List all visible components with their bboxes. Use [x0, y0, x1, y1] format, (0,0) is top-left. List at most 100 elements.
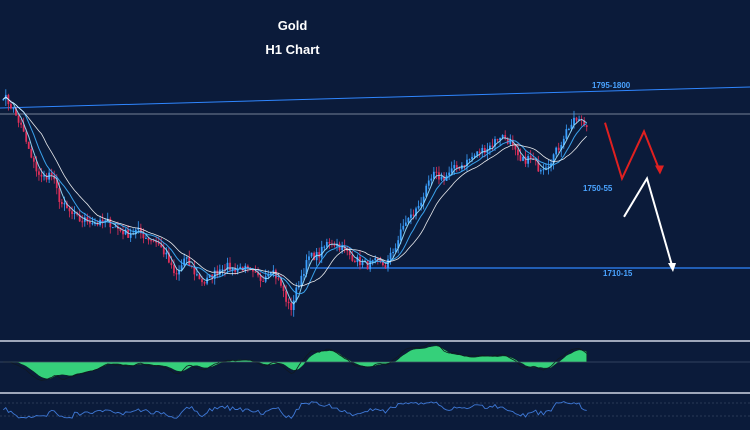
candle-body	[274, 270, 277, 279]
candle-body	[50, 172, 53, 176]
candle-body	[567, 128, 570, 130]
candle-body	[427, 180, 430, 186]
candle-body	[542, 169, 545, 171]
candle-body	[517, 149, 519, 156]
candle-body	[285, 290, 287, 302]
resistance-level-label: 1795-1800	[592, 81, 631, 90]
candle-body	[2, 99, 5, 101]
candle-body	[193, 266, 196, 275]
candle-body	[32, 157, 35, 162]
candle-body	[175, 273, 178, 275]
candle-body	[155, 240, 158, 243]
candle-body	[356, 256, 359, 263]
chart-subtitle: H1 Chart	[265, 42, 320, 57]
candle-body	[66, 203, 68, 209]
candle-body	[534, 159, 537, 162]
candle-body	[226, 262, 229, 270]
candle-body	[10, 104, 12, 109]
candle-body	[313, 252, 316, 261]
candle-body	[560, 145, 563, 151]
candle-body	[443, 176, 445, 181]
candle-body	[318, 252, 321, 258]
candle-body	[282, 285, 285, 291]
candle-body	[562, 138, 565, 146]
candle-body	[552, 154, 555, 164]
candle-body	[366, 261, 369, 270]
candle-body	[292, 300, 295, 310]
candle-body	[272, 270, 275, 273]
candle-body	[45, 175, 48, 180]
candle-body	[203, 282, 206, 284]
candle-body	[94, 222, 96, 224]
candle-body	[277, 278, 280, 280]
candle-body	[55, 179, 58, 189]
candle-body	[178, 270, 180, 275]
candle-body	[173, 265, 175, 274]
candle-body	[83, 217, 86, 222]
candle-body	[119, 228, 122, 231]
candle-body	[142, 233, 145, 239]
candle-body	[257, 272, 259, 276]
candle-body	[466, 159, 468, 166]
candle-body	[346, 248, 349, 252]
candle-body	[35, 161, 38, 172]
candle-body	[483, 147, 486, 153]
candle-body	[160, 244, 163, 248]
candle-body	[585, 125, 588, 127]
candle-body	[89, 221, 91, 224]
candle-body	[201, 279, 203, 283]
support-level-label: 1710-15	[603, 269, 633, 278]
candle-body	[402, 225, 405, 230]
candle-body	[547, 166, 550, 168]
candle-body	[73, 212, 76, 214]
candle-body	[198, 274, 201, 280]
candle-body	[376, 258, 379, 260]
candle-body	[524, 156, 527, 164]
candle-body	[254, 271, 257, 273]
candle-body	[114, 226, 117, 228]
candle-body	[504, 134, 507, 139]
candle-body	[43, 175, 45, 177]
candle-body	[407, 217, 410, 223]
bearish-projection-arrowhead	[655, 165, 664, 175]
candle-body	[323, 246, 326, 248]
candle-body	[468, 159, 471, 161]
candle-body	[290, 303, 293, 310]
candle-body	[22, 124, 25, 132]
ma-mid-line	[2, 96, 587, 295]
candle-body	[410, 214, 412, 218]
candle-body	[557, 147, 560, 151]
candle-body	[489, 145, 491, 150]
candle-body	[404, 222, 407, 226]
candle-body	[565, 129, 568, 139]
candle-body	[417, 205, 420, 209]
candle-body	[267, 274, 270, 277]
candle-body	[496, 139, 499, 141]
candle-body	[152, 240, 155, 242]
candle-body	[157, 242, 160, 245]
candle-body	[162, 247, 165, 255]
candle-body	[15, 108, 17, 116]
candle-body	[325, 241, 328, 247]
candle-body	[519, 155, 522, 161]
candle-body	[476, 151, 479, 156]
candle-body	[122, 230, 124, 235]
candle-body	[150, 240, 152, 242]
candle-body	[432, 171, 435, 179]
candle-body	[183, 258, 186, 266]
candle-body	[328, 241, 331, 244]
candle-body	[300, 275, 303, 286]
candle-body	[78, 214, 81, 222]
candle-body	[86, 217, 89, 222]
candle-body	[341, 246, 344, 250]
candle-body	[382, 261, 384, 266]
candle-body	[111, 227, 114, 229]
candle-body	[145, 237, 147, 239]
candle-body	[124, 229, 127, 235]
candle-body	[537, 161, 540, 172]
candle-body	[499, 137, 501, 141]
candle-body	[573, 117, 575, 125]
candle-body	[394, 248, 397, 252]
candle-body	[71, 211, 73, 214]
candle-body	[262, 280, 265, 282]
